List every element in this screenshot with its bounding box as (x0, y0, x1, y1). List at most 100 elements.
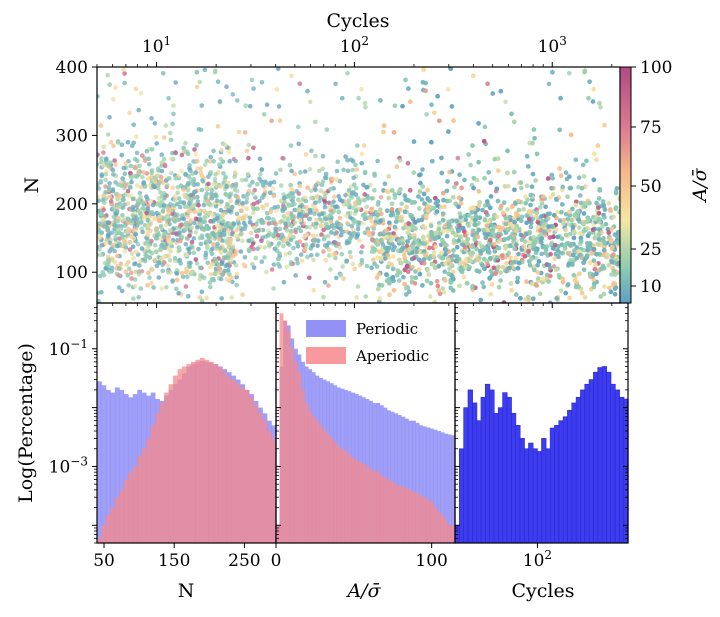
scatter-point (113, 162, 118, 167)
scatter-point (585, 310, 590, 315)
scatter-point (478, 297, 484, 303)
scatter-point (310, 233, 316, 239)
scatter-point (215, 241, 220, 247)
scatter-point (484, 199, 490, 204)
scatter-point (131, 256, 136, 261)
scatter-point (333, 255, 338, 261)
scatter-point (233, 184, 239, 189)
scatter-point (149, 116, 154, 121)
scatter-point (566, 261, 572, 266)
scatter-point (296, 197, 301, 202)
scatter-point (119, 288, 125, 294)
hist-bar-cycles (610, 383, 616, 544)
scatter-point (167, 228, 173, 233)
scatter-point (344, 213, 349, 219)
scatter-ytick-label: 400 (56, 58, 88, 78)
scatter-point (532, 267, 537, 273)
hist-xtick-label: 50 (93, 551, 115, 571)
scatter-point (536, 259, 542, 264)
scatter-point (489, 222, 494, 228)
scatter-point (320, 154, 326, 159)
scatter-point (326, 205, 332, 210)
scatter-point (472, 237, 478, 242)
scatter-point (558, 95, 563, 101)
scatter-point (417, 172, 422, 178)
scatter-point (336, 241, 341, 247)
scatter-point (458, 305, 463, 310)
scatter-point (183, 140, 188, 146)
scatter-point (158, 203, 163, 209)
scatter-point (587, 241, 593, 246)
scatter-point (212, 256, 218, 262)
scatter-point (158, 224, 164, 229)
scatter-point (431, 253, 437, 259)
scatter-point (546, 81, 552, 87)
scatter-point (318, 223, 324, 228)
hist-bar-periodic (397, 414, 402, 543)
scatter-point (162, 254, 167, 260)
scatter-point (294, 256, 300, 262)
scatter-point (331, 194, 337, 199)
scatter-point (591, 284, 597, 290)
scatter-point (145, 206, 151, 211)
hist-bar-aperiodic (433, 507, 438, 543)
scatter-point (598, 294, 603, 299)
scatter-point (264, 269, 269, 275)
scatter-point (291, 245, 296, 251)
hist-bar-aperiodic (168, 384, 174, 543)
scatter-point (460, 242, 466, 247)
scatter-point (326, 283, 331, 288)
scatter-point (352, 182, 357, 188)
scatter-point (611, 252, 616, 257)
hist-cycles-panel: 102 (454, 302, 629, 571)
scatter-point (443, 261, 448, 267)
scatter-point (352, 266, 358, 272)
hist-bar-aperiodic (404, 488, 409, 543)
scatter-point (380, 242, 386, 247)
scatter-point (188, 205, 194, 210)
scatter-point (156, 181, 162, 186)
scatter-point (296, 225, 302, 231)
scatter-point (425, 197, 431, 202)
scatter-point (168, 201, 173, 207)
scatter-point (302, 246, 308, 252)
scatter-point (591, 258, 597, 263)
scatter-point (183, 204, 188, 209)
scatter-point (183, 194, 188, 200)
hist-bar-aperiodic (137, 456, 143, 543)
scatter-point (220, 212, 225, 218)
scatter-point (413, 269, 418, 274)
scatter-point (540, 276, 546, 282)
scatter-point (303, 213, 309, 218)
scatter-point (288, 191, 293, 196)
scatter-point (217, 99, 223, 104)
scatter-point (235, 194, 240, 200)
scatter-point (534, 283, 539, 288)
scatter-point (145, 232, 151, 238)
hist-ytick-label: 10−1 (49, 337, 88, 360)
scatter-point (555, 234, 561, 240)
scatter-point (372, 222, 378, 227)
scatter-point (176, 196, 182, 201)
scatter-point (476, 203, 482, 208)
scatter-point (602, 122, 607, 128)
scatter-point (305, 185, 311, 190)
scatter-point (209, 188, 215, 193)
scatter-point (453, 201, 459, 207)
scatter-point (539, 236, 545, 241)
hist-bar-cycles (571, 402, 577, 544)
scatter-point (178, 238, 183, 244)
hist-bar-periodic (422, 426, 427, 543)
scatter-point (440, 211, 446, 217)
hist-bar-cycles (562, 416, 569, 544)
scatter-point (563, 170, 569, 175)
hist-bar-periodic (386, 410, 391, 543)
scatter-point (558, 288, 564, 294)
scatter-point (277, 251, 282, 256)
scatter-point (463, 258, 469, 263)
scatter-point (561, 221, 566, 227)
hist-bar-aperiodic (293, 361, 298, 543)
scatter-point (163, 222, 169, 228)
scatter-point (476, 159, 481, 165)
scatter-point (591, 151, 597, 157)
